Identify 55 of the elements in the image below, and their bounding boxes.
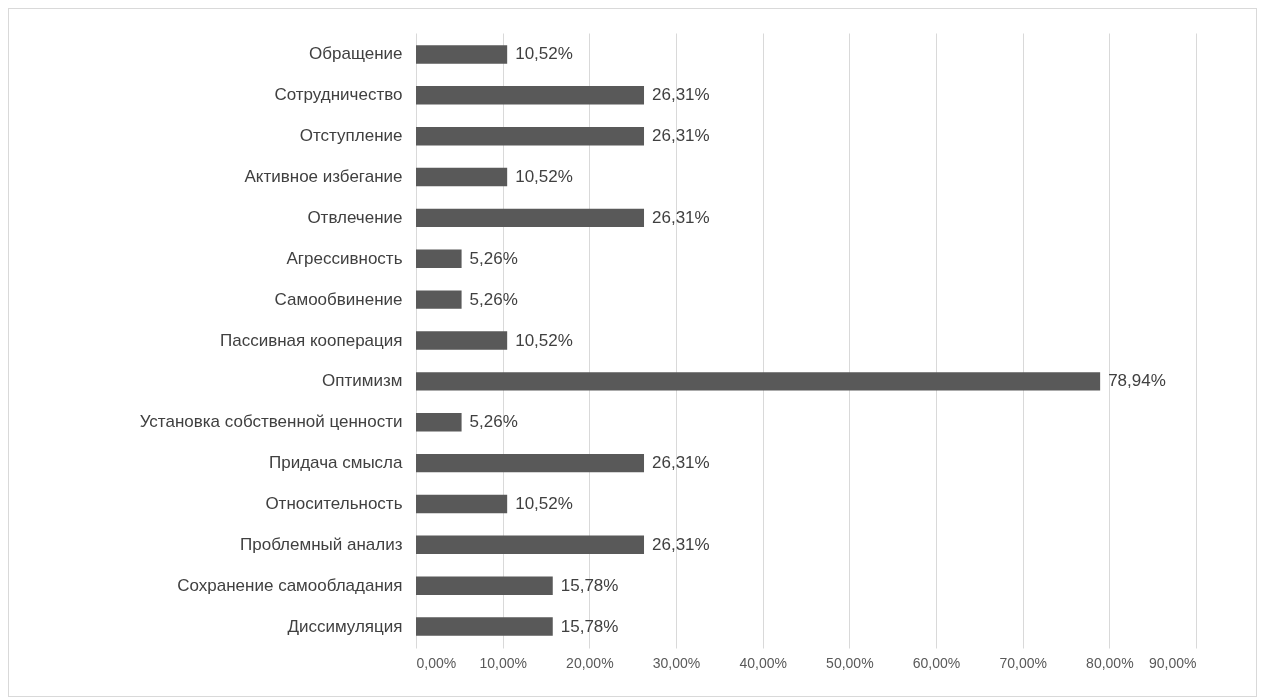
data-label: 15,78% — [560, 616, 619, 636]
x-tick-label: 0,00% — [416, 654, 457, 671]
bar — [416, 494, 508, 514]
bar — [416, 372, 1101, 391]
bar — [416, 413, 462, 432]
y-tick-label: Обращение — [309, 44, 403, 64]
bar — [416, 331, 508, 350]
x-tick-label: 10,00% — [479, 654, 527, 671]
y-tick-label: Активное избегание — [244, 167, 403, 187]
data-label: 5,26% — [469, 289, 518, 309]
data-label: 10,52% — [515, 330, 573, 350]
data-label: 10,52% — [515, 44, 573, 64]
x-tick-label: 80,00% — [1086, 654, 1134, 671]
y-tick-label: Относительность — [265, 493, 403, 513]
x-tick-label: 30,00% — [652, 654, 701, 671]
data-label: 26,31% — [652, 453, 710, 473]
x-tick-label: 20,00% — [566, 654, 614, 671]
x-tick-label: 90,00% — [1149, 654, 1197, 671]
bar — [416, 208, 645, 228]
bar — [416, 576, 553, 595]
y-tick-label: Оптимизм — [322, 371, 403, 391]
y-tick-label: Сотрудничество — [274, 85, 403, 105]
y-tick-label: Диссимуляция — [287, 616, 403, 636]
x-tick-label: 70,00% — [999, 654, 1047, 671]
bar — [416, 290, 462, 309]
bar — [416, 86, 645, 105]
y-tick-label: Агрессивность — [286, 248, 403, 268]
x-tick-label: 60,00% — [912, 654, 961, 671]
bar — [416, 45, 508, 64]
data-label: 26,31% — [652, 126, 710, 146]
bar — [416, 617, 553, 636]
data-label: 10,52% — [515, 493, 573, 513]
y-tick-label: Самообвинение — [274, 289, 403, 309]
x-tick-label: 50,00% — [826, 654, 874, 671]
x-tick-label: 40,00% — [739, 654, 787, 671]
data-label: 10,52% — [515, 167, 573, 187]
bar — [416, 167, 508, 187]
data-label: 78,94% — [1108, 371, 1166, 391]
y-tick-label: Пассивная кооперация — [219, 330, 403, 350]
bar — [416, 453, 645, 473]
y-tick-label: Проблемный анализ — [240, 534, 403, 554]
y-tick-label: Отступление — [299, 126, 403, 146]
bar — [416, 126, 645, 146]
y-tick-label: Отвлечение — [307, 207, 403, 227]
bar — [416, 249, 462, 268]
data-label: 26,31% — [652, 207, 710, 227]
y-tick-label: Установка собственной ценности — [139, 412, 403, 432]
y-tick-label: Сохранение самообладания — [177, 575, 403, 595]
data-label: 26,31% — [652, 85, 710, 105]
y-tick-label: Придача смысла — [269, 453, 404, 473]
data-label: 26,31% — [652, 534, 710, 554]
data-label: 5,26% — [469, 248, 518, 268]
data-label: 15,78% — [560, 575, 619, 595]
data-label: 5,26% — [469, 412, 518, 432]
bar — [416, 535, 645, 555]
